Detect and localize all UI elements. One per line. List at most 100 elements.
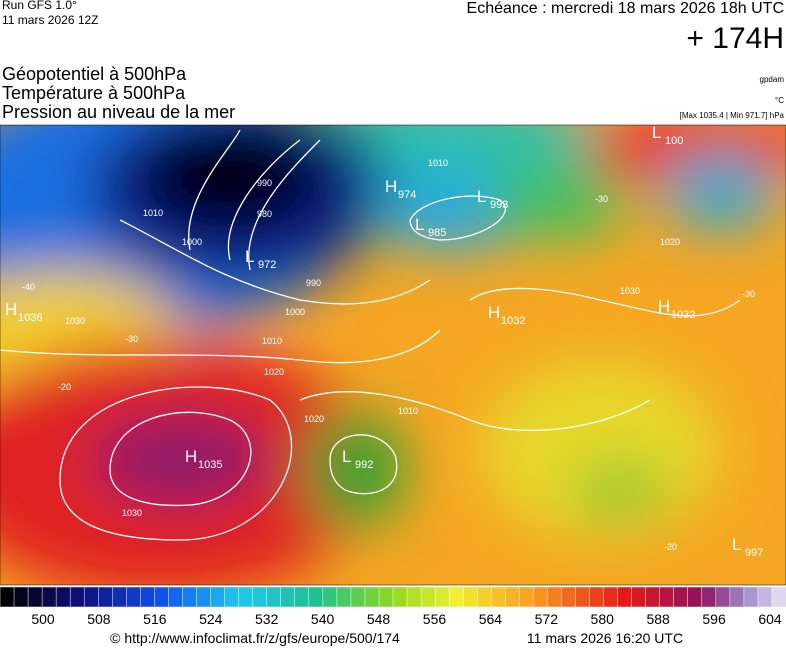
center-letter: H <box>185 447 197 466</box>
colorbar-cell <box>462 586 478 608</box>
colorbar-cell <box>336 586 352 608</box>
center-letter: L <box>415 215 424 234</box>
colorbar-cell <box>687 586 703 608</box>
colorbar-cell <box>322 586 338 608</box>
colorbar-cell <box>533 586 549 608</box>
contour-label: 1010 <box>262 336 282 346</box>
contour-label: 1010 <box>428 158 448 168</box>
center-value: 997 <box>745 547 763 559</box>
colorbar-tick-label: 508 <box>87 611 111 627</box>
colorbar-cell <box>224 586 240 608</box>
center-value: 993 <box>490 199 508 211</box>
center-letter: H <box>488 303 500 322</box>
colorbar-cell <box>757 586 773 608</box>
colorbar-cell <box>378 586 394 608</box>
colorbar-cell <box>420 586 436 608</box>
colorbar-cell <box>98 586 114 608</box>
center-letter: L <box>245 247 254 266</box>
colorbar-cell <box>673 586 689 608</box>
contour-label: 1030 <box>65 316 85 326</box>
center-value: 985 <box>428 227 446 239</box>
colorbar-tick-label: 604 <box>758 611 782 627</box>
colorbar-tick-label: 588 <box>646 611 670 627</box>
contour-label: 1010 <box>143 208 163 218</box>
colorbar-cell <box>448 586 464 608</box>
contour-label: 990 <box>257 178 272 188</box>
map <box>0 125 786 585</box>
colorbar-cell <box>252 586 268 608</box>
center-letter: L <box>477 187 486 206</box>
unit-label: gpdam <box>760 75 785 84</box>
colorbar-cell <box>168 586 184 608</box>
run-label: Run GFS 1.0° <box>2 0 77 12</box>
center-value: 972 <box>258 259 276 271</box>
colorbar-cell <box>210 586 226 608</box>
colorbar-cell <box>617 586 633 608</box>
colorbar-cell <box>308 586 324 608</box>
unit-label: [Max 1035.4 | Min 971.7] hPa <box>680 111 785 120</box>
source-url: © http://www.infoclimat.fr/z/gfs/europe/… <box>110 630 400 646</box>
contour-label: 1020 <box>264 367 284 377</box>
colorbar-cell <box>589 586 605 608</box>
colorbar-cell <box>266 586 282 608</box>
colorbar-cell <box>434 586 450 608</box>
center-letter: H <box>385 177 397 196</box>
colorbar-tick-label: 500 <box>31 611 55 627</box>
colorbar-tick-label: 532 <box>255 611 279 627</box>
colorbar-tick-label: 540 <box>311 611 335 627</box>
colorbar-tick-label: 580 <box>591 611 615 627</box>
colorbar-tick-label: 548 <box>367 611 391 627</box>
colorbar-cell <box>69 586 85 608</box>
colorbar-cell <box>505 586 521 608</box>
center-value: 1032 <box>671 309 695 321</box>
colorbar-cell <box>645 586 661 608</box>
colorbar-cell <box>27 586 43 608</box>
colorbar-tick-label: 524 <box>199 611 223 627</box>
colorbar-tick-label: 572 <box>535 611 559 627</box>
contour-label: 1020 <box>660 237 680 247</box>
contour-label: 1030 <box>620 286 640 296</box>
colorbar-cell <box>350 586 366 608</box>
contour-label: -30 <box>595 194 608 204</box>
colorbar-cell <box>771 586 786 608</box>
colorbar-tick-label: 516 <box>143 611 167 627</box>
center-value: 992 <box>355 459 373 471</box>
colorbar-cell <box>392 586 408 608</box>
lead-time: + 174H <box>686 22 784 55</box>
colorbar-cell <box>196 586 212 608</box>
colorbar-cell <box>55 586 71 608</box>
colorbar-cell <box>561 586 577 608</box>
contour-label: 980 <box>257 209 272 219</box>
colorbar-cell <box>575 586 591 608</box>
colorbar-cell <box>154 586 170 608</box>
colorbar-cell <box>743 586 759 608</box>
center-letter: H <box>658 297 670 316</box>
init-label: 11 mars 2026 12Z <box>2 13 99 27</box>
center-value: 100 <box>665 135 683 147</box>
center-letter: L <box>652 123 661 142</box>
colorbar-cell <box>294 586 310 608</box>
colorbar-cell <box>476 586 493 608</box>
field-title: Température à 500hPa <box>2 83 186 103</box>
contour-label: -20 <box>664 542 677 552</box>
colorbar-cell <box>41 586 57 608</box>
field-title: Géopotentiel à 500hPa <box>2 64 187 84</box>
center-value: 1032 <box>501 315 525 327</box>
colorbar-cell <box>126 586 142 608</box>
colorbar-tick-label: 556 <box>423 611 447 627</box>
colorbar-tick-label: 564 <box>479 611 503 627</box>
colorbar-cell <box>364 586 380 608</box>
colorbar-cell <box>83 586 100 608</box>
colorbar-cell <box>140 586 156 608</box>
center-letter: H <box>5 300 17 319</box>
echeance: Echéance : mercredi 18 mars 2026 18h UTC <box>467 0 784 17</box>
unit-label: °C <box>775 96 784 105</box>
colorbar-cell <box>603 586 619 608</box>
colorbar-cell <box>631 586 647 608</box>
colorbar-cell <box>280 586 296 608</box>
contour-label: 990 <box>306 278 321 288</box>
contour-label: 1020 <box>304 414 324 424</box>
colorbar-cell <box>182 586 198 608</box>
